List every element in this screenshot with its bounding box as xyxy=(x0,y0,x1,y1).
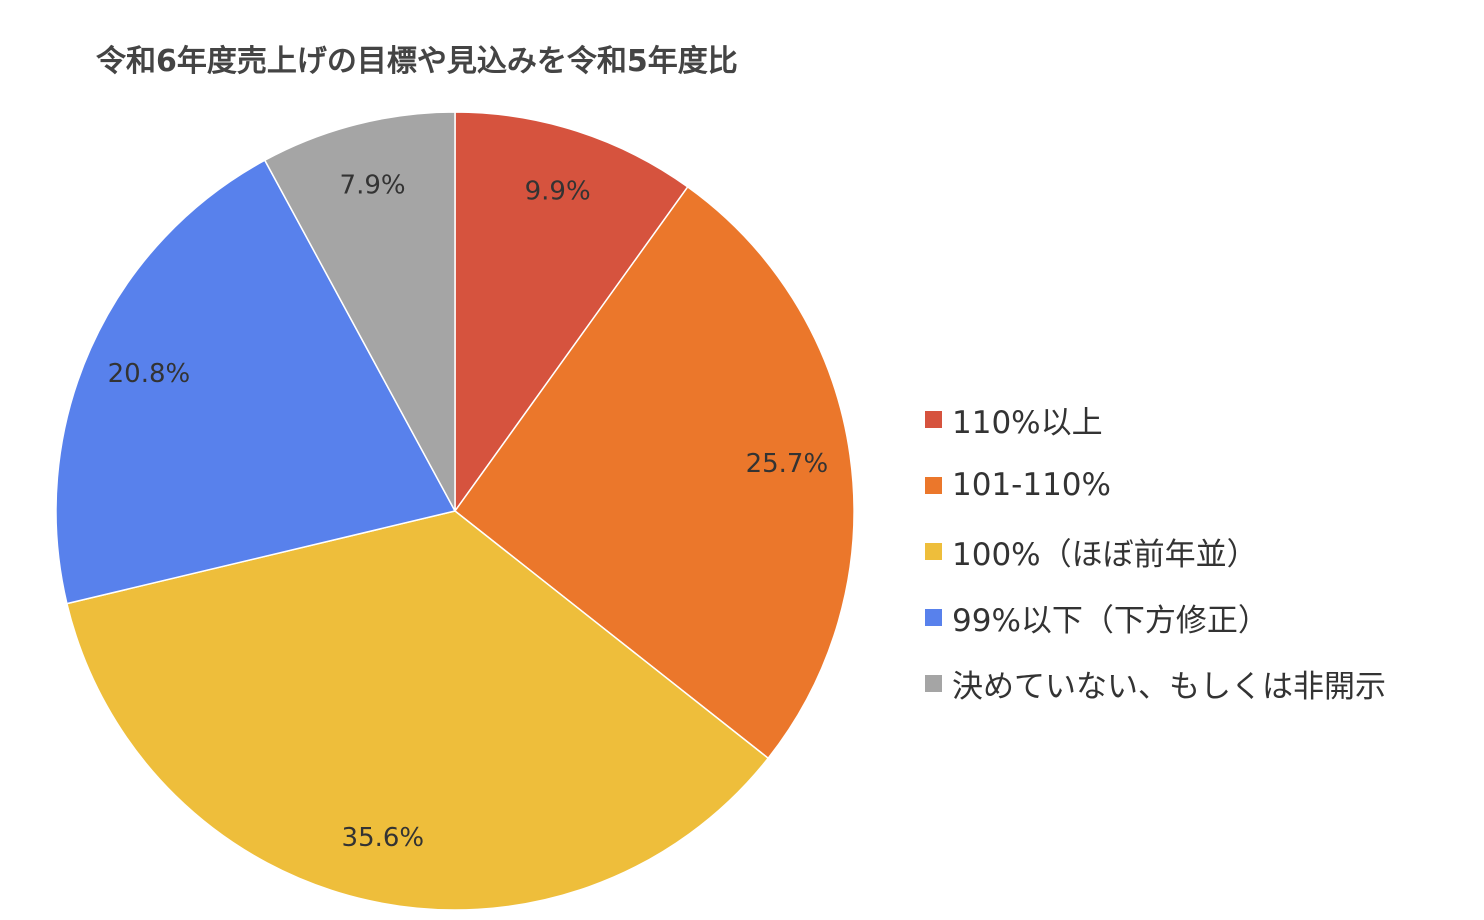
legend-label: 決めていない、もしくは非開示 xyxy=(952,668,1386,705)
legend-item: 101-110% xyxy=(925,452,1386,518)
pie-slice xyxy=(263,111,456,512)
legend-swatch xyxy=(925,410,942,428)
legend-swatch xyxy=(925,476,942,494)
pie-slice xyxy=(55,159,457,605)
slice-percent-label: 20.8% xyxy=(108,359,191,389)
legend: 110%以上 101-110% 100%（ほぼ前年並） 99%以下（下方修正） … xyxy=(925,386,1386,716)
legend-item: 99%以下（下方修正） xyxy=(925,584,1386,650)
slice-percent-label: 35.6% xyxy=(342,823,425,853)
slice-percent-label: 9.9% xyxy=(525,176,591,206)
legend-swatch xyxy=(925,542,942,560)
legend-item: 決めていない、もしくは非開示 xyxy=(925,650,1386,716)
legend-label: 101-110% xyxy=(952,467,1111,503)
legend-swatch xyxy=(925,608,942,626)
pie-slice xyxy=(453,185,855,760)
legend-item: 100%（ほぼ前年並） xyxy=(925,518,1386,584)
slice-percent-label: 7.9% xyxy=(340,171,406,201)
legend-label: 100%（ほぼ前年並） xyxy=(952,536,1258,573)
legend-label: 110%以上 xyxy=(952,404,1103,441)
pie-slice xyxy=(454,111,689,514)
legend-item: 110%以上 xyxy=(925,386,1386,452)
legend-label: 99%以下（下方修正） xyxy=(952,602,1269,639)
slice-percent-label: 25.7% xyxy=(746,449,829,479)
chart-title: 令和6年度売上げの目標や見込みを令和5年度比 xyxy=(96,44,738,79)
legend-swatch xyxy=(925,674,942,692)
pie-slice xyxy=(65,510,770,911)
